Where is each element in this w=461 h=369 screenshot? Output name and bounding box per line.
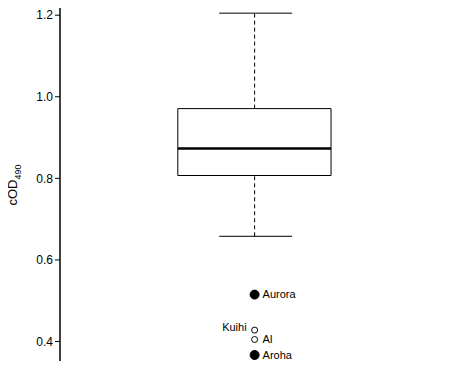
svg-text:0.6: 0.6	[36, 253, 53, 267]
svg-text:0.8: 0.8	[36, 172, 53, 186]
svg-text:Al: Al	[263, 333, 273, 345]
svg-text:0.4: 0.4	[36, 335, 53, 349]
html-text:490: 490	[12, 164, 23, 180]
svg-text:Aroha: Aroha	[263, 349, 293, 361]
svg-text:Aurora: Aurora	[263, 288, 297, 300]
svg-text:1.2: 1.2	[36, 8, 53, 22]
svg-text:Kuihi: Kuihi	[222, 321, 246, 333]
svg-text:1.0: 1.0	[36, 90, 53, 104]
html-text:cOD: cOD	[5, 179, 21, 206]
